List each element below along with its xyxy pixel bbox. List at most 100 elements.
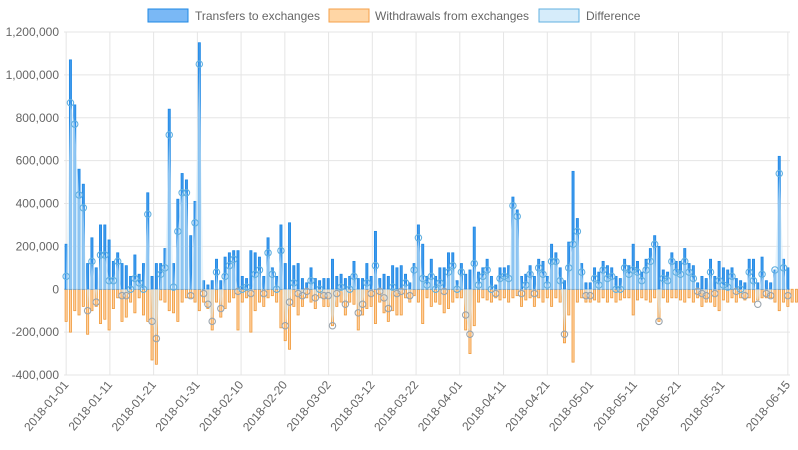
legend-item-transfers[interactable]: Transfers to exchanges <box>147 8 320 23</box>
difference-point[interactable] <box>122 291 131 300</box>
difference-point[interactable] <box>444 268 453 276</box>
withdrawal-bar[interactable] <box>631 288 635 316</box>
difference-point[interactable] <box>268 270 277 278</box>
difference-point[interactable] <box>397 287 405 296</box>
difference-point[interactable] <box>633 268 642 276</box>
difference-point[interactable] <box>328 321 337 330</box>
withdrawal-bar[interactable] <box>90 288 94 312</box>
difference-point[interactable] <box>165 131 173 139</box>
difference-point[interactable] <box>681 257 689 266</box>
withdrawal-bar[interactable] <box>352 288 356 305</box>
difference-point[interactable] <box>771 266 779 274</box>
withdrawal-bar[interactable] <box>687 288 691 299</box>
difference-point[interactable] <box>766 291 775 300</box>
difference-point[interactable] <box>307 276 315 285</box>
difference-point[interactable] <box>92 298 100 306</box>
difference-point[interactable] <box>638 276 646 285</box>
difference-point[interactable] <box>560 330 569 339</box>
withdrawal-bar[interactable] <box>567 288 571 316</box>
withdrawal-bar[interactable] <box>167 288 171 312</box>
difference-point[interactable] <box>715 276 723 285</box>
difference-point[interactable] <box>693 287 702 296</box>
transfer-bar[interactable] <box>86 263 90 290</box>
withdrawal-bar[interactable] <box>558 288 562 303</box>
difference-point[interactable] <box>672 268 680 276</box>
difference-point[interactable] <box>483 266 491 274</box>
difference-point[interactable] <box>427 272 436 281</box>
withdrawal-bar[interactable] <box>674 288 678 299</box>
withdrawal-bar[interactable] <box>541 288 545 303</box>
withdrawal-bar[interactable] <box>648 288 652 303</box>
transfer-bar[interactable] <box>584 282 588 290</box>
difference-point[interactable] <box>144 210 152 218</box>
difference-point[interactable] <box>513 212 521 221</box>
transfer-bar[interactable] <box>356 278 360 290</box>
difference-point[interactable] <box>457 268 466 276</box>
withdrawal-bar[interactable] <box>180 288 184 303</box>
difference-point[interactable] <box>423 281 431 289</box>
difference-point[interactable] <box>388 283 397 291</box>
transfer-bar[interactable] <box>391 265 395 290</box>
transfer-bar[interactable] <box>288 222 292 290</box>
transfer-bar[interactable] <box>704 278 708 290</box>
difference-point[interactable] <box>221 272 229 281</box>
withdrawal-bar[interactable] <box>81 288 85 307</box>
withdrawal-bar[interactable] <box>172 288 176 314</box>
difference-point[interactable] <box>358 300 367 309</box>
transfer-bar[interactable] <box>300 278 304 290</box>
transfer-bar[interactable] <box>764 280 768 290</box>
difference-point[interactable] <box>294 289 302 298</box>
difference-point[interactable] <box>496 274 504 283</box>
difference-point[interactable] <box>453 285 461 293</box>
difference-point[interactable] <box>530 289 539 298</box>
withdrawal-bar[interactable] <box>275 288 279 303</box>
difference-point[interactable] <box>333 289 341 298</box>
difference-point[interactable] <box>573 227 582 236</box>
difference-point[interactable] <box>281 321 289 330</box>
withdrawal-bar[interactable] <box>653 288 657 299</box>
withdrawal-bar[interactable] <box>459 288 463 299</box>
difference-point[interactable] <box>775 169 784 178</box>
difference-point[interactable] <box>552 257 560 266</box>
difference-point[interactable] <box>569 240 577 248</box>
withdrawal-bar[interactable] <box>618 288 622 301</box>
difference-point[interactable] <box>603 274 612 283</box>
transfer-bar[interactable] <box>322 278 326 290</box>
difference-point[interactable] <box>217 304 225 313</box>
withdrawal-bar[interactable] <box>507 288 511 303</box>
legend-item-withdrawals[interactable]: Withdrawals from exchanges <box>328 8 529 23</box>
difference-point[interactable] <box>191 219 199 227</box>
difference-point[interactable] <box>234 287 242 296</box>
difference-point[interactable] <box>62 272 70 281</box>
difference-point[interactable] <box>642 266 650 274</box>
difference-point[interactable] <box>298 291 307 300</box>
difference-point[interactable] <box>607 272 616 281</box>
difference-point[interactable] <box>418 274 427 283</box>
legend-item-difference[interactable]: Difference <box>538 8 641 23</box>
withdrawal-bar[interactable] <box>215 288 218 303</box>
withdrawal-bar[interactable] <box>571 288 575 363</box>
withdrawal-bar[interactable] <box>73 288 77 312</box>
difference-point[interactable] <box>719 281 728 289</box>
difference-point[interactable] <box>277 246 285 255</box>
difference-point[interactable] <box>689 274 698 283</box>
difference-point[interactable] <box>599 266 607 274</box>
transfer-bar[interactable] <box>154 263 158 290</box>
withdrawal-bar[interactable] <box>77 288 81 316</box>
transfer-bar[interactable] <box>94 267 98 290</box>
transfer-bar[interactable] <box>713 275 717 290</box>
difference-point[interactable] <box>556 276 564 285</box>
difference-point[interactable] <box>676 270 685 278</box>
transfer-bar[interactable] <box>756 282 760 290</box>
withdrawal-bar[interactable] <box>640 288 644 299</box>
difference-point[interactable] <box>264 249 272 257</box>
transfer-bar[interactable] <box>318 280 322 290</box>
difference-point[interactable] <box>113 257 122 266</box>
transfer-bar[interactable] <box>468 269 472 290</box>
withdrawal-bar[interactable] <box>477 288 481 303</box>
difference-point[interactable] <box>311 294 320 302</box>
difference-point[interactable] <box>659 274 668 283</box>
withdrawal-bar[interactable] <box>545 288 549 299</box>
withdrawal-bar[interactable] <box>511 288 515 299</box>
difference-point[interactable] <box>436 279 444 287</box>
